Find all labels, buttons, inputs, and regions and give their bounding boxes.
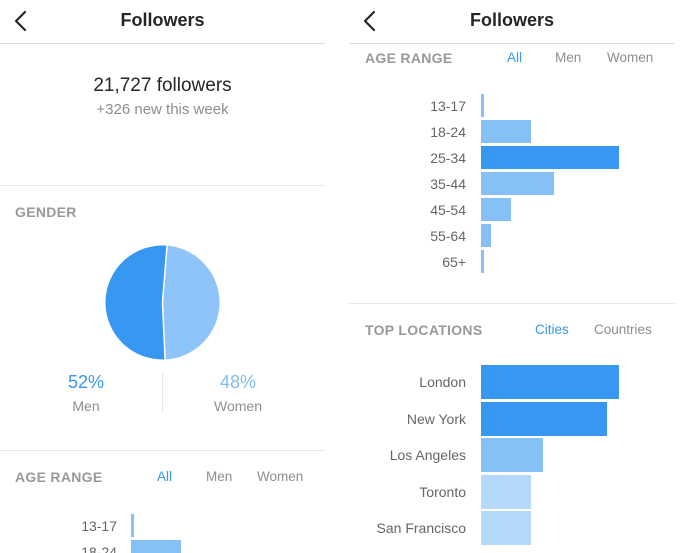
age-row-label: 13-17 (81, 517, 117, 534)
women-label: Women (214, 398, 262, 414)
chevron-left-icon[interactable] (10, 9, 32, 33)
age-bar (481, 250, 484, 273)
women-percent: 48% (219, 372, 257, 392)
pie-slice-women (162, 245, 220, 360)
location-bar (481, 511, 531, 545)
filter-cities[interactable]: Cities (535, 322, 569, 337)
followers-count: 21,727 followers (93, 75, 232, 96)
location-row-label: Toronto (419, 483, 466, 500)
age-range-section-title: AGE RANGE (365, 50, 453, 66)
location-row-label: New York (406, 410, 466, 427)
age-bar (481, 120, 531, 143)
location-bar (481, 474, 531, 509)
age-bar (481, 198, 512, 221)
men-percent: 52% (67, 372, 105, 392)
location-row-label: Los Angeles (389, 447, 466, 463)
right-screen: Followers AGE RANGE All Men Women 13-17 1… (349, 0, 675, 553)
filter-countries[interactable]: Countries (594, 322, 652, 337)
top-locations-section-title: TOP LOCATIONS (365, 322, 483, 338)
pie-slice-separator (161, 245, 168, 360)
location-bar (481, 365, 619, 399)
age-range-section-title: AGE RANGE (15, 469, 103, 485)
section-divider (0, 185, 325, 186)
section-divider (349, 303, 675, 304)
filter-men[interactable]: Men (555, 50, 582, 65)
left-screen: Followers 21,727 followers +326 new this… (0, 0, 325, 553)
gender-section-title: GENDER (15, 204, 77, 220)
nav-bar: Followers (0, 0, 325, 44)
page-title: Followers (469, 10, 554, 30)
page-title: Followers (120, 10, 205, 30)
screen-edge (675, 0, 699, 553)
filter-women[interactable]: Women (607, 50, 654, 65)
age-row-label: 55-64 (430, 227, 466, 244)
age-row-label: 35-44 (430, 175, 466, 192)
chevron-left-icon[interactable] (359, 9, 381, 33)
location-row-label: San Francisco (376, 520, 466, 536)
age-row-label: 18-24 (430, 123, 466, 140)
new-followers-week: +326 new this week (96, 101, 229, 118)
gender-pie-chart (105, 245, 220, 360)
screen-gap (325, 0, 349, 553)
age-row-label: 25-34 (430, 149, 466, 166)
pie-slice-men (105, 245, 168, 360)
location-bar (481, 438, 544, 472)
age-row-label: 65+ (442, 253, 466, 270)
age-bar (481, 224, 491, 247)
section-divider (0, 450, 325, 451)
age-row-label: 45-54 (430, 201, 466, 218)
gender-divider (162, 373, 163, 413)
age-bar (481, 94, 484, 117)
filter-all[interactable]: All (507, 50, 523, 65)
age-bar (131, 540, 181, 553)
age-bar (481, 146, 619, 169)
age-bar (481, 172, 555, 195)
location-row-label: London (419, 374, 466, 390)
age-row-label: 18-24 (81, 543, 117, 553)
filter-women[interactable]: Women (257, 469, 304, 484)
men-label: Men (72, 398, 100, 414)
nav-bar: Followers (349, 0, 675, 44)
location-bar (481, 401, 607, 436)
filter-all[interactable]: All (157, 469, 173, 484)
filter-men[interactable]: Men (206, 469, 233, 484)
age-bar (131, 514, 134, 537)
age-row-label: 13-17 (430, 97, 466, 114)
